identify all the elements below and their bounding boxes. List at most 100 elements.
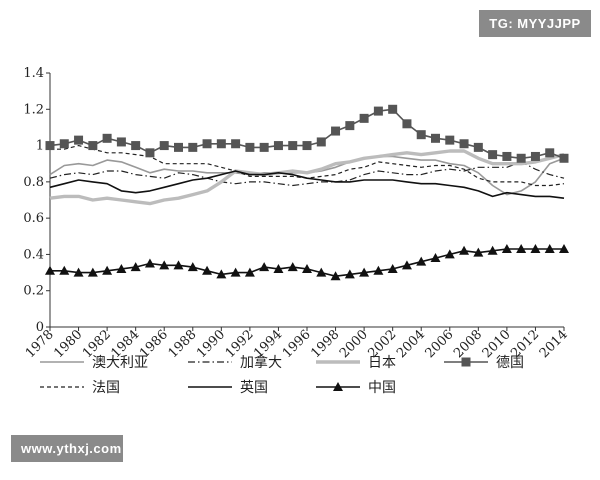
square-marker bbox=[245, 142, 255, 152]
x-tick-label: 2014 bbox=[537, 327, 571, 361]
triangle-marker bbox=[401, 260, 412, 270]
legend-label: 法国 bbox=[92, 380, 120, 396]
legend-label: 中国 bbox=[368, 380, 396, 396]
triangle-marker bbox=[530, 243, 541, 253]
legend-label: 德国 bbox=[496, 355, 524, 371]
y-tick-label: 0.6 bbox=[23, 211, 44, 226]
triangle-marker bbox=[444, 249, 455, 259]
triangle-marker bbox=[387, 263, 398, 273]
x-tick-label: 1980 bbox=[51, 327, 85, 361]
legend-label: 澳大利亚 bbox=[92, 355, 148, 371]
triangle-marker bbox=[173, 260, 184, 270]
triangle-marker bbox=[316, 267, 327, 277]
x-tick-label: 2004 bbox=[394, 327, 428, 361]
triangle-marker bbox=[544, 243, 555, 253]
square-marker bbox=[373, 106, 383, 116]
square-marker bbox=[488, 150, 498, 160]
square-marker bbox=[316, 137, 326, 147]
square-marker bbox=[459, 139, 469, 149]
triangle-marker bbox=[559, 243, 569, 253]
square-marker bbox=[74, 135, 84, 145]
series-line-6 bbox=[49, 170, 565, 199]
triangle-marker bbox=[73, 267, 84, 277]
square-marker bbox=[445, 135, 455, 145]
legend-label: 加拿大 bbox=[240, 354, 282, 371]
triangle-marker bbox=[273, 263, 284, 273]
triangle-marker bbox=[416, 256, 427, 266]
legend-label: 英国 bbox=[240, 379, 268, 396]
triangle-marker bbox=[473, 247, 484, 257]
square-marker bbox=[331, 126, 341, 136]
y-tick-label: 0.2 bbox=[23, 284, 44, 299]
triangle-marker bbox=[259, 262, 270, 272]
y-tick-label: 1.2 bbox=[23, 102, 44, 117]
x-tick-label: 1998 bbox=[308, 327, 342, 361]
y-tick-label: 1 bbox=[36, 139, 44, 154]
watermark-bottom: www.ythxj.com bbox=[11, 435, 123, 462]
triangle-marker bbox=[344, 269, 355, 279]
triangle-marker bbox=[459, 245, 470, 255]
triangle-marker bbox=[373, 265, 384, 275]
square-marker bbox=[259, 142, 269, 152]
legend-label: 日本 bbox=[368, 355, 396, 371]
square-marker bbox=[461, 357, 471, 367]
x-tick-label: 2000 bbox=[337, 327, 371, 361]
square-marker bbox=[216, 139, 226, 149]
square-marker bbox=[345, 121, 355, 131]
square-marker bbox=[88, 141, 98, 151]
square-marker bbox=[174, 142, 183, 152]
square-marker bbox=[273, 141, 283, 151]
square-marker bbox=[559, 153, 569, 163]
square-marker bbox=[159, 141, 169, 151]
triangle-marker bbox=[187, 262, 198, 272]
square-marker bbox=[188, 142, 198, 152]
square-marker bbox=[502, 151, 512, 161]
y-tick-label: 0.8 bbox=[23, 175, 44, 190]
x-tick-label: 1996 bbox=[280, 327, 314, 361]
square-marker bbox=[302, 141, 312, 151]
x-tick-label: 1988 bbox=[166, 327, 200, 361]
triangle-marker bbox=[359, 267, 370, 277]
x-tick-label: 1990 bbox=[194, 327, 228, 361]
y-tick-label: 0.4 bbox=[23, 247, 44, 262]
triangle-marker bbox=[333, 382, 343, 391]
triangle-marker bbox=[501, 243, 512, 253]
square-marker bbox=[402, 119, 412, 129]
triangle-marker bbox=[202, 265, 213, 275]
square-marker bbox=[102, 133, 112, 143]
y-tick-label: 1.4 bbox=[23, 66, 44, 81]
y-tick-label: 0 bbox=[36, 320, 44, 335]
triangle-marker bbox=[287, 262, 298, 272]
square-marker bbox=[231, 139, 241, 149]
square-marker bbox=[202, 139, 212, 149]
triangle-marker bbox=[330, 271, 341, 281]
square-marker bbox=[359, 113, 369, 123]
x-tick-label: 1978 bbox=[23, 327, 57, 361]
triangle-marker bbox=[87, 267, 98, 277]
series-line-3 bbox=[49, 149, 565, 206]
square-marker bbox=[516, 153, 526, 163]
triangle-marker bbox=[144, 258, 155, 268]
triangle-marker bbox=[244, 267, 255, 277]
watermark-top: TG: MYYJJPP bbox=[479, 10, 591, 37]
square-marker bbox=[288, 141, 298, 151]
square-marker bbox=[145, 148, 155, 158]
triangle-marker bbox=[487, 245, 498, 255]
series-line-2 bbox=[49, 161, 565, 187]
square-marker bbox=[388, 104, 398, 114]
x-tick-label: 2008 bbox=[451, 327, 485, 361]
square-marker bbox=[116, 137, 126, 147]
square-marker bbox=[131, 141, 141, 151]
triangle-marker bbox=[59, 265, 70, 275]
square-marker bbox=[45, 141, 55, 151]
square-marker bbox=[59, 139, 69, 149]
square-marker bbox=[530, 151, 540, 161]
square-marker bbox=[545, 148, 555, 158]
triangle-marker bbox=[216, 269, 227, 279]
triangle-marker bbox=[430, 253, 441, 263]
series-line-4 bbox=[49, 108, 565, 160]
triangle-marker bbox=[302, 263, 312, 273]
square-marker bbox=[431, 133, 440, 143]
